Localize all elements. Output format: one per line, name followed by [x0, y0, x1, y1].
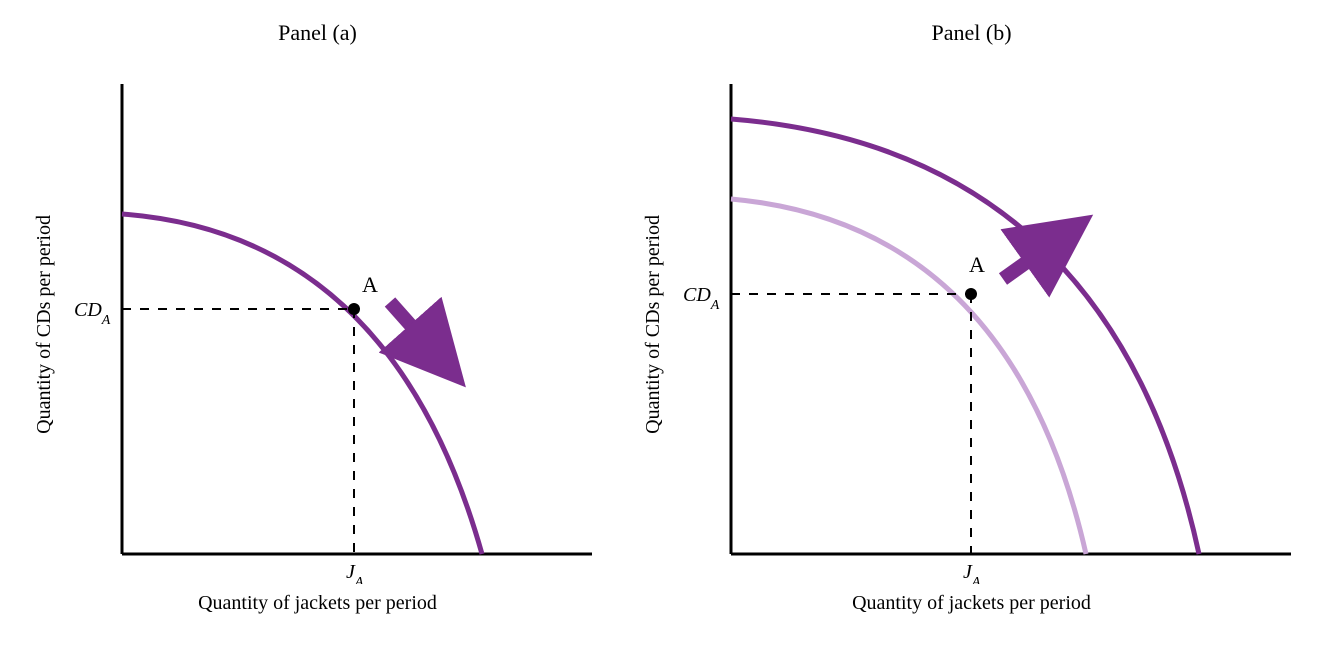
panel-a-point-a — [348, 303, 360, 315]
panel-b-svg: A CDA J — [671, 64, 1301, 584]
panel-a-ylabel: Quantity of CDs per period — [33, 215, 56, 434]
panel-b-point-label: A — [969, 252, 985, 277]
panel-a-curve — [122, 214, 482, 554]
panel-a-svg: A CDA J — [62, 64, 602, 584]
panel-b-xlabel: Quantity of jackets per period — [852, 592, 1091, 615]
panel-b-ytick: CDA — [683, 284, 720, 313]
panel-b-curve-outer — [731, 119, 1199, 554]
panel-a-title: Panel (a) — [278, 20, 357, 46]
panel-a-ytick: CDA — [74, 299, 111, 328]
panel-b-point-a — [965, 288, 977, 300]
panel-b: Panel (b) Quantity of CDs per period — [642, 20, 1301, 615]
panel-b-title: Panel (b) — [931, 20, 1011, 46]
panel-b-ylabel: Quantity of CDs per period — [642, 215, 665, 434]
panel-b-xtick: JA — [963, 561, 981, 584]
panel-a-point-label: A — [362, 272, 378, 297]
figure-container: Panel (a) Quantity of CDs per period A — [20, 20, 1314, 615]
panel-a-chart-row: Quantity of CDs per period A — [33, 64, 602, 584]
panel-b-arrow — [1003, 239, 1059, 279]
panel-a-xlabel: Quantity of jackets per period — [198, 592, 437, 615]
panel-a-xtick: JA — [346, 561, 364, 584]
panel-b-chart-row: Quantity of CDs per period A — [642, 64, 1301, 584]
panel-a-arrow — [390, 302, 438, 356]
panel-a: Panel (a) Quantity of CDs per period A — [33, 20, 602, 615]
